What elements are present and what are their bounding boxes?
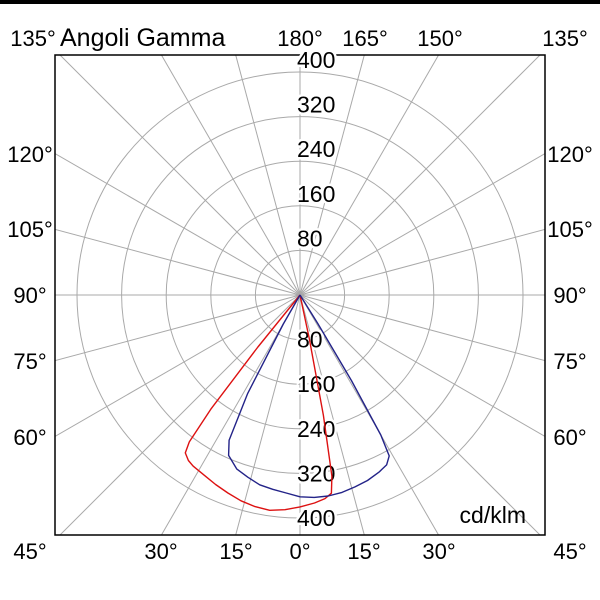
angle-label: 15° — [347, 539, 380, 564]
angle-label: 180° — [277, 26, 323, 51]
angle-label: 120° — [7, 142, 53, 167]
grid-ray — [160, 294, 301, 535]
grid-ray — [299, 55, 365, 296]
radial-tick-label: 400 — [297, 47, 335, 73]
angle-label: 150° — [417, 26, 463, 51]
grid-ray — [299, 55, 440, 296]
grid-circle — [121, 116, 479, 474]
angle-label: 75° — [553, 349, 586, 374]
angle-label: 0° — [289, 539, 310, 564]
grid-ray — [55, 152, 301, 296]
angle-label: 105° — [7, 217, 53, 242]
grid-ray — [160, 55, 301, 296]
radial-tick-label: 160 — [297, 181, 335, 207]
chart-title: Angoli Gamma — [60, 24, 225, 52]
radial-tick-label: 400 — [297, 505, 335, 531]
grid-ray — [299, 294, 440, 535]
grid-ray — [299, 228, 545, 296]
angle-label: 90° — [13, 283, 46, 308]
angle-label: 120° — [547, 142, 593, 167]
grid-circle — [76, 71, 524, 519]
radial-tick-label: 320 — [297, 92, 335, 118]
angle-label: 45° — [553, 539, 586, 564]
grid-circle — [165, 160, 435, 430]
grid-ray — [299, 294, 545, 362]
angle-label: 135° — [10, 26, 56, 51]
grid-circle — [254, 249, 346, 341]
grid-ray — [235, 294, 301, 535]
grid-ray — [299, 294, 545, 438]
angle-label: 30° — [422, 539, 455, 564]
grid-ray — [299, 55, 541, 296]
grid-ray — [55, 294, 301, 362]
radial-tick-label: 320 — [297, 460, 335, 486]
angle-label: 135° — [542, 26, 588, 51]
grid-ray — [299, 294, 365, 535]
grid-ray — [55, 228, 301, 296]
angle-label: 15° — [219, 539, 252, 564]
angle-label: 60° — [553, 425, 586, 450]
angle-label: 45° — [13, 539, 46, 564]
grid-circle — [210, 205, 390, 385]
grid-ray — [55, 294, 301, 438]
radial-tick-label: 240 — [297, 416, 335, 442]
angle-label: 90° — [553, 283, 586, 308]
angle-label: 30° — [144, 539, 177, 564]
grid-ray — [59, 294, 301, 535]
angle-label: 165° — [342, 26, 388, 51]
radial-tick-label: 240 — [297, 136, 335, 162]
grid-ray — [235, 55, 301, 296]
angle-label: 105° — [547, 217, 593, 242]
unit-label: cd/klm — [460, 502, 526, 528]
window-top-edge — [0, 0, 600, 4]
grid-ray — [59, 55, 301, 296]
radial-tick-label: 80 — [297, 225, 323, 251]
angle-label: 60° — [13, 425, 46, 450]
blue-curve — [227, 294, 390, 499]
red-curve — [184, 294, 333, 511]
chart-frame — [54, 54, 546, 536]
angle-label: 75° — [13, 349, 46, 374]
grid-ray — [299, 294, 541, 535]
grid-ray — [299, 152, 545, 296]
